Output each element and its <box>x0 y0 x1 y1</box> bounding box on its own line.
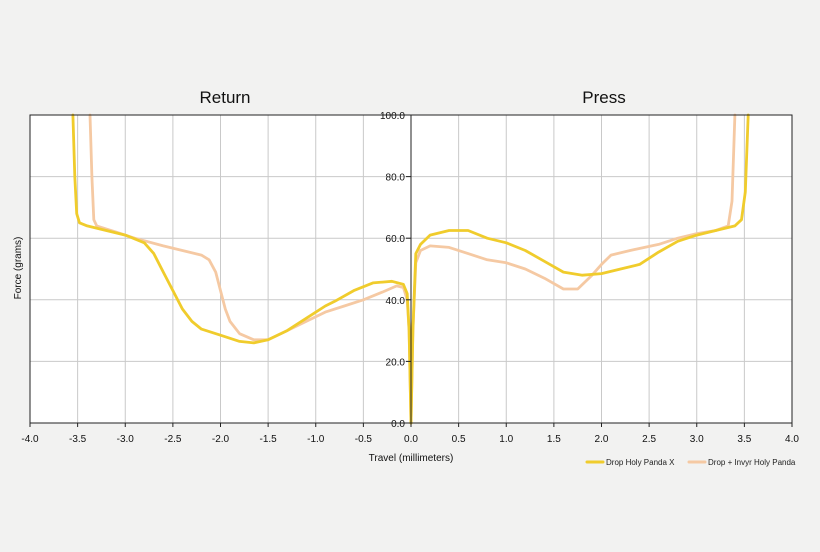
panel-title-return: Return <box>199 88 250 107</box>
x-tick-label-3-0: -3.0 <box>117 434 135 445</box>
x-axis-label: Travel (millimeters) <box>369 453 454 464</box>
series-lines-group <box>71 113 750 425</box>
y-tick-label-0-0: 0.0 <box>391 419 405 430</box>
legend: Drop Holy Panda X Drop + Invyr Holy Pand… <box>585 458 796 467</box>
x-tick-label-4-0: 4.0 <box>785 434 799 445</box>
x-tick-label-0-5: -0.5 <box>355 434 373 445</box>
x-tick-label-3-5: 3.5 <box>737 434 751 445</box>
x-tick-label-1-0: -1.0 <box>307 434 325 445</box>
y-tick-label-40-0: 40.0 <box>386 296 406 307</box>
x-tick-label-2-0: 2.0 <box>595 434 609 445</box>
legend-label-drop-invyr-holy-panda: Drop + Invyr Holy Panda <box>708 458 796 467</box>
series-line-drop-holy-panda-x-return <box>71 113 413 425</box>
x-tick-label-3-5: -3.5 <box>69 434 87 445</box>
x-tick-labels-group: -4.0 -3.5 -3.0 -2.5 -2.0 -1.5 -1.0 -0.5 0.0 0.5 1.… <box>21 423 799 445</box>
x-tick-label-2-0: -2.0 <box>212 434 230 445</box>
y-tick-label-80-0: 80.0 <box>386 173 406 184</box>
legend-label-drop-holy-panda-x: Drop Holy Panda X <box>606 458 675 467</box>
y-tick-label-20-0: 20.0 <box>386 357 406 368</box>
x-tick-label-0-0: 0.0 <box>404 434 418 445</box>
panel-title-press: Press <box>582 88 625 107</box>
x-tick-label-3-0: 3.0 <box>690 434 704 445</box>
y-tick-labels-group: 0.0 20.0 40.0 60.0 80.0 100.0 <box>380 111 411 430</box>
x-tick-label-2-5: -2.5 <box>164 434 182 445</box>
x-tick-label-0-5: 0.5 <box>452 434 466 445</box>
x-tick-label-1-5: -1.5 <box>260 434 278 445</box>
x-tick-label-2-5: 2.5 <box>642 434 656 445</box>
y-tick-label-100-0: 100.0 <box>380 111 405 122</box>
y-tick-label-60-0: 60.0 <box>386 234 406 245</box>
x-tick-label-1-0: 1.0 <box>499 434 513 445</box>
x-tick-label-1-5: 1.5 <box>547 434 561 445</box>
series-line-drop-holy-panda-x-press <box>409 113 750 425</box>
x-tick-label-4-0: -4.0 <box>21 434 39 445</box>
y-axis-label: Force (grams) <box>13 237 24 300</box>
